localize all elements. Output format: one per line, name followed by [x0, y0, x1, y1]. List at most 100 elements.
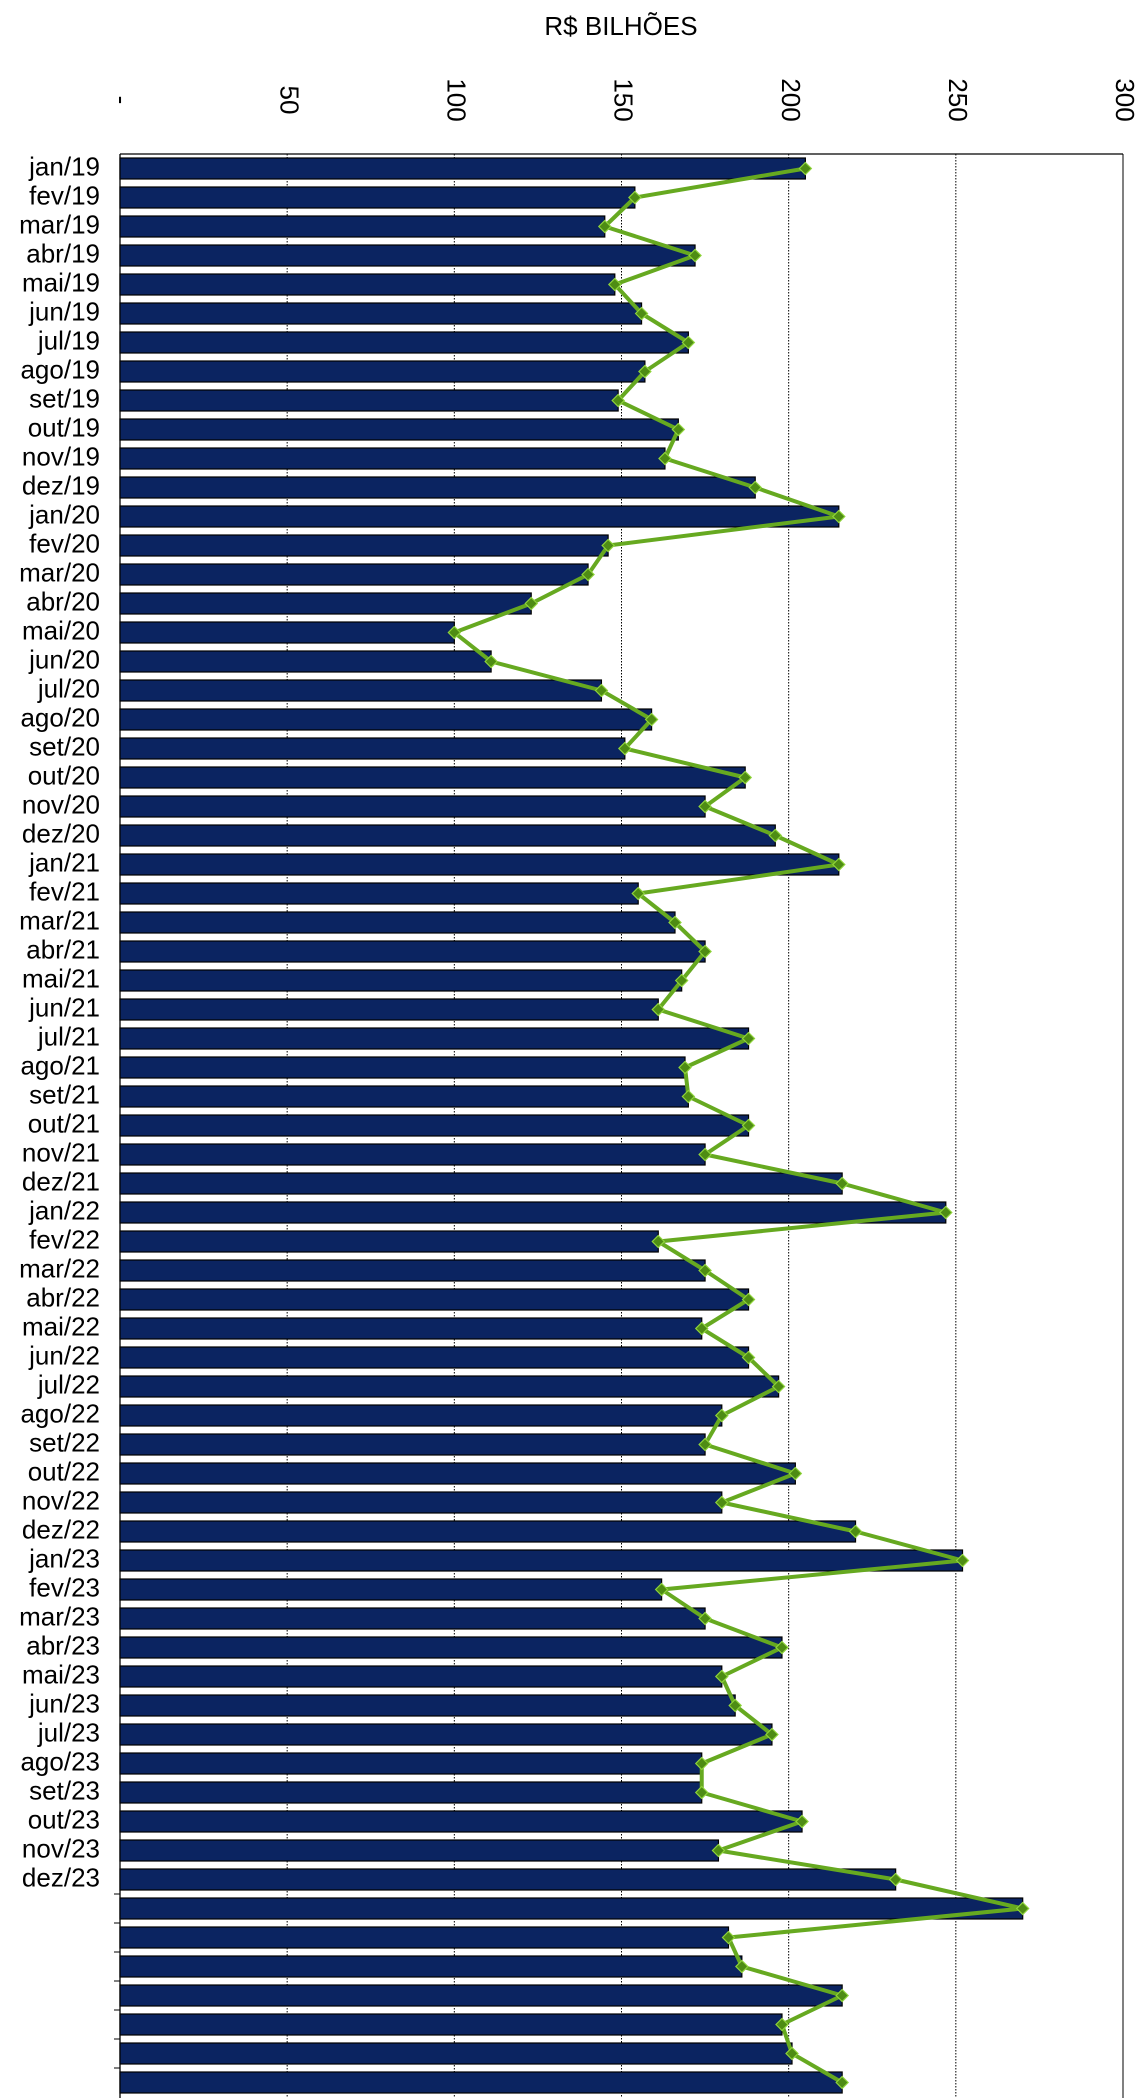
- line-marker: [698, 1437, 712, 1452]
- y-tick-label: out/23: [28, 1804, 100, 1834]
- line-marker: [765, 1727, 779, 1742]
- y-tick-label: mai/23: [22, 1659, 100, 1689]
- line-marker: [597, 219, 612, 234]
- y-tick-label: fev/22: [29, 1224, 100, 1254]
- axis-title: R$ BILHÕES: [544, 11, 697, 41]
- bar: [119, 534, 609, 557]
- line-marker: [714, 1669, 729, 1684]
- line-marker: [698, 799, 712, 814]
- y-tick-label: set/20: [29, 731, 100, 761]
- line-marker: [728, 1698, 743, 1713]
- bar: [119, 1143, 706, 1166]
- line-marker: [795, 1814, 809, 1829]
- bar: [119, 360, 646, 383]
- bar: [119, 1955, 743, 1978]
- line-marker: [668, 915, 682, 930]
- bar: [119, 1491, 723, 1514]
- bar: [119, 1172, 843, 1195]
- y-tick-label: mai/19: [22, 267, 100, 297]
- line-marker: [741, 1292, 756, 1307]
- bar: [119, 1636, 783, 1659]
- line-marker: [694, 1756, 709, 1771]
- y-tick-label: jul/23: [37, 1717, 100, 1747]
- line-marker: [644, 712, 659, 727]
- bar: [119, 1549, 964, 1572]
- line-marker: [638, 364, 652, 379]
- y-tick-label: jan/20: [28, 499, 100, 529]
- y-tick-label: out/20: [28, 760, 100, 790]
- bar: [119, 766, 746, 789]
- bar: [119, 737, 626, 760]
- y-tick-label: nov/20: [22, 789, 100, 819]
- y-tick-label: mar/19: [19, 209, 100, 239]
- x-tick-label: -: [107, 96, 137, 105]
- bar: [119, 1027, 750, 1050]
- line-marker: [938, 1205, 953, 1220]
- line-marker: [775, 1640, 789, 1655]
- bar: [119, 1781, 703, 1804]
- y-tick-label: nov/21: [22, 1137, 100, 1167]
- line-marker: [617, 741, 632, 756]
- bar: [119, 1462, 796, 1485]
- y-tick-label: abr/20: [26, 586, 100, 616]
- x-tick-label: 250: [943, 78, 973, 121]
- y-tick-label: dez/22: [22, 1514, 100, 1544]
- bar: [119, 795, 706, 818]
- y-tick-label: ago/22: [20, 1398, 100, 1428]
- line-marker: [711, 1843, 726, 1858]
- y-tick-label: jan/23: [28, 1543, 100, 1573]
- y-tick-label: dez/20: [22, 818, 100, 848]
- line-marker: [607, 277, 622, 292]
- line-marker: [674, 973, 689, 988]
- line-marker: [735, 1959, 749, 1974]
- line-marker: [678, 1060, 692, 1075]
- bar: [119, 244, 696, 267]
- y-tick-label: fev/21: [29, 876, 100, 906]
- bar: [119, 2013, 783, 2036]
- line-marker: [835, 1988, 850, 2003]
- y-tick-label: nov/19: [22, 441, 100, 471]
- y-tick-label: set/23: [29, 1775, 100, 1805]
- x-tick-label: 200: [776, 78, 806, 121]
- line-marker: [741, 1350, 756, 1365]
- line-marker: [775, 2017, 789, 2032]
- bar: [119, 1201, 947, 1224]
- line-marker: [694, 1785, 709, 1800]
- line-marker: [835, 1176, 850, 1191]
- line-marker: [594, 683, 609, 698]
- y-tick-label: mar/20: [19, 557, 100, 587]
- bar: [119, 1810, 803, 1833]
- line-marker: [831, 857, 846, 872]
- line-marker: [955, 1553, 970, 1568]
- bar: [119, 331, 689, 354]
- line-marker: [688, 248, 702, 263]
- y-tick-label: mar/22: [19, 1253, 100, 1283]
- line-marker: [524, 596, 539, 611]
- bar: [119, 621, 455, 644]
- bar: [119, 476, 756, 499]
- bar: [119, 1752, 703, 1775]
- bar: [119, 1056, 686, 1079]
- line-marker: [681, 335, 696, 350]
- bar: [119, 563, 589, 586]
- bar: [119, 1288, 750, 1311]
- bar: [119, 969, 683, 992]
- y-tick-label: dez/21: [22, 1166, 100, 1196]
- bar: [119, 1694, 736, 1717]
- y-tick-label: mar/23: [19, 1601, 100, 1631]
- y-tick-label: nov/23: [22, 1833, 100, 1863]
- bar: [119, 215, 606, 238]
- y-tick-label: abr/22: [26, 1282, 100, 1312]
- line-marker: [611, 393, 626, 408]
- line-marker: [738, 770, 753, 785]
- y-tick-label: jan/22: [28, 1195, 100, 1225]
- y-tick-label: fev/19: [29, 180, 100, 210]
- line-marker: [658, 451, 672, 466]
- bar: [119, 1375, 780, 1398]
- line-marker: [835, 2075, 850, 2090]
- bar: [119, 2042, 793, 2065]
- line-marker: [768, 828, 783, 843]
- y-tick-label: out/21: [28, 1108, 100, 1138]
- y-tick-label: fev/23: [29, 1572, 100, 1602]
